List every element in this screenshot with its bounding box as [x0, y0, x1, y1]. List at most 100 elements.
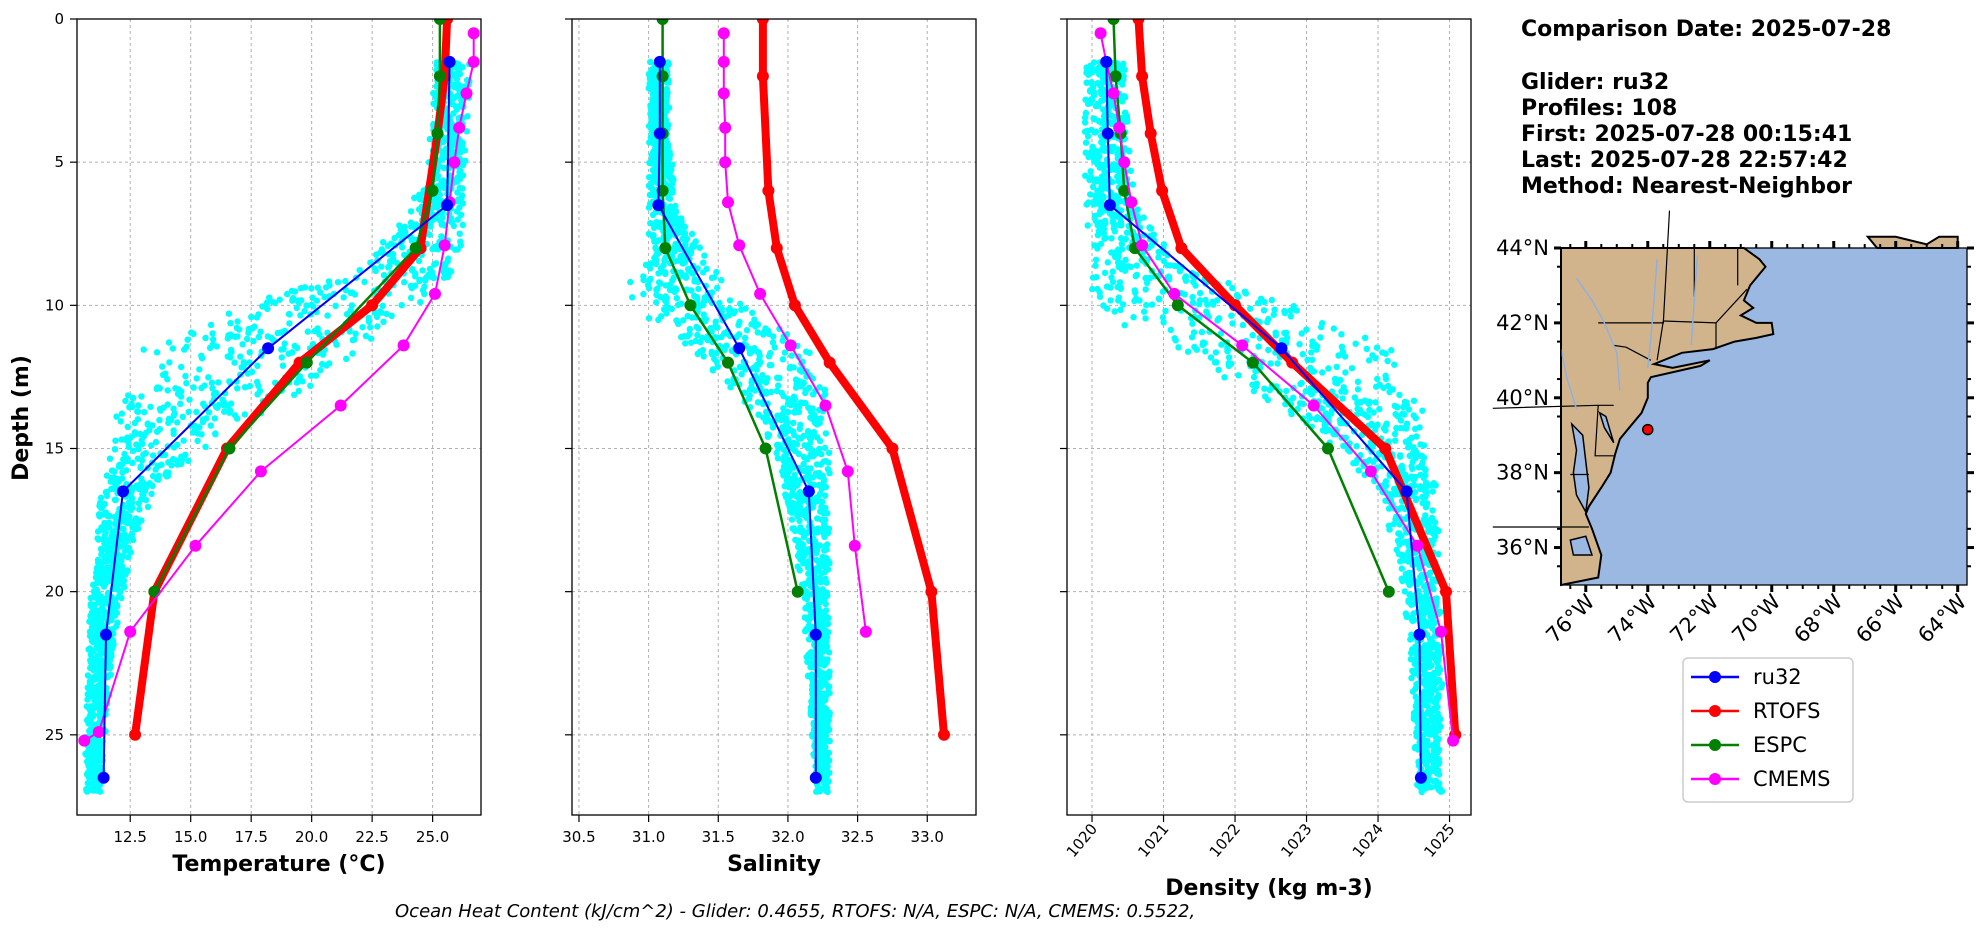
glider-point	[812, 450, 819, 457]
glider-point	[174, 419, 181, 426]
glider-point	[111, 446, 119, 453]
glider-point	[281, 340, 288, 347]
series-rtofs	[756, 19, 950, 741]
series-marker-cmems	[717, 27, 730, 40]
glider-point	[388, 312, 395, 319]
glider-point	[361, 278, 368, 286]
series-marker-cmems	[438, 239, 451, 252]
glider-point	[1087, 62, 1094, 70]
glider-point	[1142, 315, 1149, 322]
glider-point	[1085, 153, 1092, 161]
glider-point	[164, 376, 171, 383]
glider-point	[1221, 374, 1228, 381]
glider-point	[1370, 409, 1377, 416]
glider-point	[140, 451, 147, 458]
glider-point	[663, 310, 670, 317]
glider-point	[1260, 307, 1268, 314]
glider-point	[1096, 164, 1104, 171]
glider-point	[1424, 765, 1432, 772]
glider-point	[227, 407, 234, 415]
glider-point	[817, 733, 824, 740]
glider-point	[807, 439, 814, 446]
glider-point	[1094, 100, 1101, 108]
glider-point	[107, 548, 114, 556]
glider-point	[301, 307, 308, 315]
glider-point	[1094, 285, 1101, 293]
glider-point	[97, 494, 105, 501]
glider-point	[782, 491, 789, 498]
glider-point	[1126, 148, 1133, 155]
glider-point	[713, 269, 720, 276]
glider-point	[816, 592, 823, 599]
glider-point	[826, 712, 833, 720]
glider-point	[1099, 72, 1106, 79]
glider-point	[1117, 306, 1124, 313]
glider-point	[796, 367, 803, 374]
glider-point	[1253, 382, 1260, 390]
series-cmems	[78, 27, 480, 747]
glider-point	[115, 463, 123, 470]
glider-point	[146, 426, 153, 434]
glider-point	[148, 442, 155, 449]
glider-point	[347, 307, 354, 314]
glider-point	[1396, 541, 1403, 548]
glider-point	[212, 431, 219, 438]
glider-point	[708, 274, 716, 281]
glider-point	[130, 518, 137, 525]
glider-point	[781, 483, 788, 490]
glider-point	[801, 628, 809, 635]
glider-point	[1333, 363, 1340, 371]
glider-point	[91, 692, 99, 699]
glider-point	[326, 360, 333, 367]
glider-point	[1422, 694, 1429, 701]
glider-point	[1089, 96, 1096, 104]
series-ru32	[652, 55, 822, 784]
series-marker-ru32	[809, 771, 822, 784]
glider-point	[748, 348, 755, 356]
glider-point	[817, 490, 824, 497]
glider-point	[664, 89, 671, 96]
glider-point	[1184, 348, 1192, 355]
series-marker-cmems	[717, 87, 730, 100]
glider-point	[824, 758, 832, 766]
glider-point	[766, 362, 773, 369]
glider-point	[445, 267, 453, 274]
series-marker-cmems	[460, 87, 473, 100]
glider-point	[410, 236, 417, 244]
glider-point	[458, 158, 466, 165]
glider-point	[433, 204, 441, 211]
glider-point	[1419, 623, 1427, 631]
glider-point	[782, 460, 789, 468]
glider-point	[118, 410, 126, 417]
glider-point	[1419, 499, 1426, 507]
glider-point	[1404, 538, 1412, 545]
glider-point	[1422, 487, 1429, 494]
series-marker-cmems	[78, 734, 91, 747]
glider-point	[1121, 322, 1128, 329]
glider-point	[226, 378, 233, 385]
glider-point	[735, 331, 743, 338]
glider-point	[111, 612, 119, 619]
glider-point	[1417, 441, 1424, 448]
glider-point	[661, 257, 668, 264]
glider-point	[85, 774, 93, 781]
glider-point	[780, 472, 787, 479]
glider-point	[88, 757, 96, 765]
glider-point	[128, 400, 135, 407]
glider-point	[401, 223, 408, 230]
glider-point	[820, 773, 827, 780]
glider-point	[390, 258, 398, 265]
glider-point	[356, 267, 363, 274]
glider-point	[1413, 433, 1420, 440]
glider-point	[716, 299, 723, 307]
glider-point	[1317, 334, 1324, 341]
glider-point	[119, 525, 126, 533]
glider-point	[457, 167, 464, 174]
glider-point	[225, 310, 233, 317]
glider-point	[319, 351, 327, 358]
series-marker-ru32	[117, 485, 129, 498]
glider-point	[823, 638, 830, 645]
glider-point	[791, 432, 798, 439]
glider-point	[727, 384, 734, 391]
glider-point	[1426, 731, 1434, 738]
